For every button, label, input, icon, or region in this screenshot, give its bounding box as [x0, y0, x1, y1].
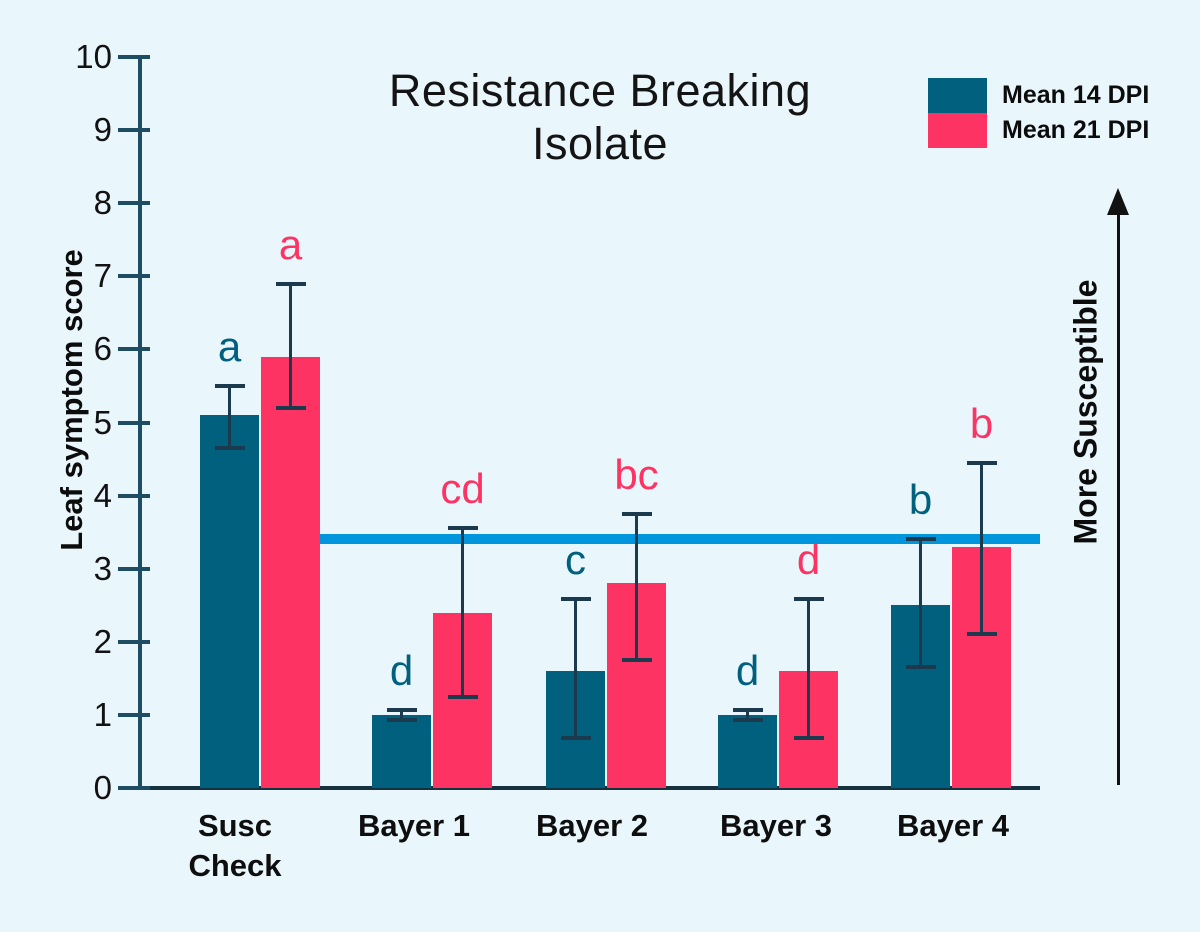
y-tick-label: 5: [93, 403, 112, 441]
chart-title-line1: Resistance Breaking: [388, 65, 812, 116]
legend: Mean 14 DPI Mean 21 DPI: [928, 78, 1149, 148]
y-tick: [118, 493, 150, 498]
legend-swatch-mean-21-dpi: [928, 113, 987, 148]
sig-letter-mean-14-dpi-bayer-2: c: [565, 536, 586, 584]
error-bar-cap-top: [560, 597, 591, 602]
y-tick-label: 0: [93, 769, 112, 806]
error-bar-cap-bottom: [214, 446, 245, 451]
sig-letter-mean-21-dpi-bayer-3: d: [796, 536, 821, 584]
x-tick-label-bayer-4: Bayer 4: [896, 808, 1010, 843]
more-susceptible-label: More Susceptible: [1067, 279, 1104, 545]
y-tick: [118, 420, 150, 425]
y-tick: [118, 712, 150, 717]
error-bar-line: [289, 283, 292, 408]
y-tick: [118, 55, 150, 59]
y-tick: [118, 786, 150, 790]
y-tick-label: 1: [93, 695, 112, 733]
sig-letter-mean-14-dpi-susc-check: a: [217, 322, 242, 370]
sig-letter-mean-14-dpi-bayer-4: b: [908, 476, 933, 524]
bar-mean-14-dpi-bayer-3: [718, 714, 777, 788]
y-tick: [118, 201, 150, 206]
y-tick-label: 3: [93, 549, 112, 587]
y-tick: [118, 128, 150, 133]
y-tick-label: 6: [93, 330, 112, 368]
error-bar-line: [228, 385, 231, 449]
sig-letter-mean-21-dpi-bayer-4: b: [969, 399, 994, 447]
error-bar-line: [400, 709, 403, 720]
sig-letter-mean-14-dpi-bayer-1: d: [389, 646, 414, 694]
y-tick-label: 4: [93, 476, 112, 514]
y-tick-label: 7: [93, 257, 112, 295]
error-bar-cap-bottom: [560, 736, 591, 741]
error-bar-cap-top: [214, 383, 245, 388]
sig-letter-mean-21-dpi-susc-check: a: [278, 220, 303, 268]
legend-item-mean-21-dpi: Mean 21 DPI: [928, 113, 1149, 148]
y-tick: [118, 566, 150, 571]
chart-title: Resistance Breaking Isolate: [300, 64, 900, 170]
legend-item-mean-14-dpi: Mean 14 DPI: [928, 78, 1149, 113]
error-bar-line: [461, 528, 464, 697]
x-tick-label-bayer-1: Bayer 1: [357, 808, 471, 843]
bar-mean-14-dpi-susc-check: [200, 415, 259, 788]
error-bar-cap-top: [275, 281, 306, 286]
error-bar-cap-top: [621, 511, 652, 516]
y-tick-label: 10: [75, 38, 112, 75]
x-tick-label-bayer-2: Bayer 2: [535, 808, 649, 843]
error-bar-cap-bottom: [386, 718, 417, 723]
error-bar-line: [807, 599, 810, 739]
legend-swatch-mean-14-dpi: [928, 78, 987, 113]
bar-mean-14-dpi-bayer-1: [372, 714, 431, 788]
error-bar-cap-top: [732, 707, 763, 712]
y-tick: [118, 274, 150, 279]
x-tick-label-bayer-3: Bayer 3: [719, 808, 833, 843]
error-bar-cap-top: [793, 597, 824, 602]
error-bar-line: [746, 709, 749, 720]
y-tick-label: 9: [93, 111, 112, 149]
error-bar-cap-bottom: [966, 632, 997, 637]
sig-letter-mean-14-dpi-bayer-3: d: [735, 646, 760, 694]
up-arrow-line: [1117, 212, 1120, 785]
x-axis-line: [138, 786, 1040, 790]
error-bar-cap-top: [905, 537, 936, 542]
error-bar-cap-top: [386, 707, 417, 712]
error-bar-cap-top: [447, 526, 478, 531]
up-arrow-head: [1107, 188, 1129, 215]
error-bar-line: [980, 462, 983, 635]
error-bar-cap-bottom: [732, 718, 763, 723]
y-tick: [118, 639, 150, 644]
error-bar-cap-bottom: [621, 658, 652, 663]
error-bar-cap-bottom: [793, 736, 824, 741]
y-tick-label: 8: [93, 184, 112, 222]
error-bar-cap-bottom: [447, 694, 478, 699]
x-tick-label-susc-check: Susc Check: [188, 808, 282, 883]
error-bar-line: [635, 513, 638, 661]
bar-mean-21-dpi-susc-check: [261, 356, 320, 788]
error-bar-cap-bottom: [905, 665, 936, 670]
error-bar-cap-top: [966, 460, 997, 465]
y-tick: [118, 347, 150, 352]
error-bar-line: [919, 539, 922, 668]
error-bar-line: [574, 599, 577, 739]
legend-label-mean-14-dpi: Mean 14 DPI: [1002, 81, 1150, 109]
chart-title-line2: Isolate: [531, 118, 669, 170]
error-bar-cap-bottom: [275, 405, 306, 410]
sig-letter-mean-21-dpi-bayer-1: cd: [440, 465, 485, 513]
threshold-line: [320, 534, 1040, 545]
sig-letter-mean-21-dpi-bayer-2: bc: [614, 450, 659, 498]
legend-label-mean-21-dpi: Mean 21 DPI: [1002, 116, 1150, 144]
y-tick-label: 2: [93, 622, 112, 660]
